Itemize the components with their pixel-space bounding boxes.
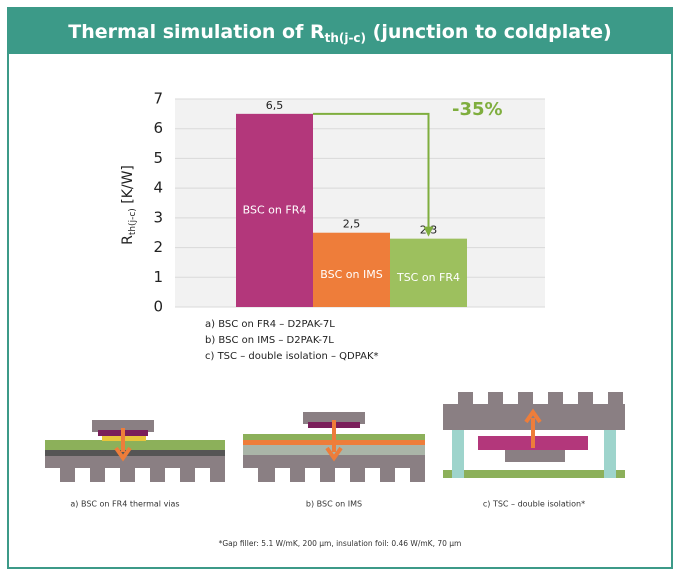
y-tick-label: 7 — [153, 90, 163, 108]
diagram-caption: a) BSC on FR4 thermal vias — [70, 500, 179, 509]
y-tick-label: 4 — [153, 179, 163, 197]
y-label-sub: th(j-c) — [128, 208, 138, 235]
value-label: 2,5 — [343, 218, 361, 231]
diagram-a — [45, 420, 225, 482]
annotation: -35% — [452, 99, 503, 120]
annotation-arrowhead — [423, 226, 434, 237]
title-bar — [8, 8, 672, 54]
diagram-caption: b) BSC on IMS — [306, 500, 362, 509]
y-tick-label: 6 — [153, 119, 163, 137]
value-label: 6,5 — [266, 99, 284, 112]
y-tick-label: 5 — [153, 149, 163, 167]
category-label: BSC on IMS — [320, 268, 382, 281]
footnote: *Gap filler: 5.1 W/mK, 200 µm, insulatio… — [219, 539, 462, 548]
diagram-caption: c) TSC – double isolation* — [483, 500, 585, 509]
y-tick-label: 1 — [153, 268, 163, 286]
title-main: Thermal simulation of R — [68, 21, 325, 43]
category-label: BSC on FR4 — [243, 203, 307, 216]
bar — [390, 238, 467, 307]
bar — [236, 113, 313, 307]
note: c) TSC – double isolation – QDPAK* — [205, 351, 379, 362]
title-rest: (junction to coldplate) — [366, 21, 612, 43]
note: a) BSC on FR4 – D2PAK-7L — [205, 319, 335, 330]
y-axis-label: Rth(j-c) [K/W] — [120, 165, 138, 245]
y-tick-label: 2 — [153, 238, 163, 256]
y-label-main: R — [120, 235, 136, 245]
category-label: TSC on FR4 — [396, 271, 460, 284]
annotation-arrow — [313, 112, 430, 229]
diagram-c — [443, 392, 625, 478]
y-tick-label: 3 — [153, 208, 163, 226]
y-tick-label: 0 — [153, 298, 163, 316]
chart-title: Thermal simulation of Rth(j-c) (junction… — [68, 21, 611, 45]
note: b) BSC on IMS – D2PAK-7L — [205, 335, 334, 346]
title-sub: th(j-c) — [325, 31, 366, 45]
y-label-rest: [K/W] — [120, 165, 136, 208]
bar — [313, 232, 390, 307]
diagram-b — [243, 412, 425, 482]
